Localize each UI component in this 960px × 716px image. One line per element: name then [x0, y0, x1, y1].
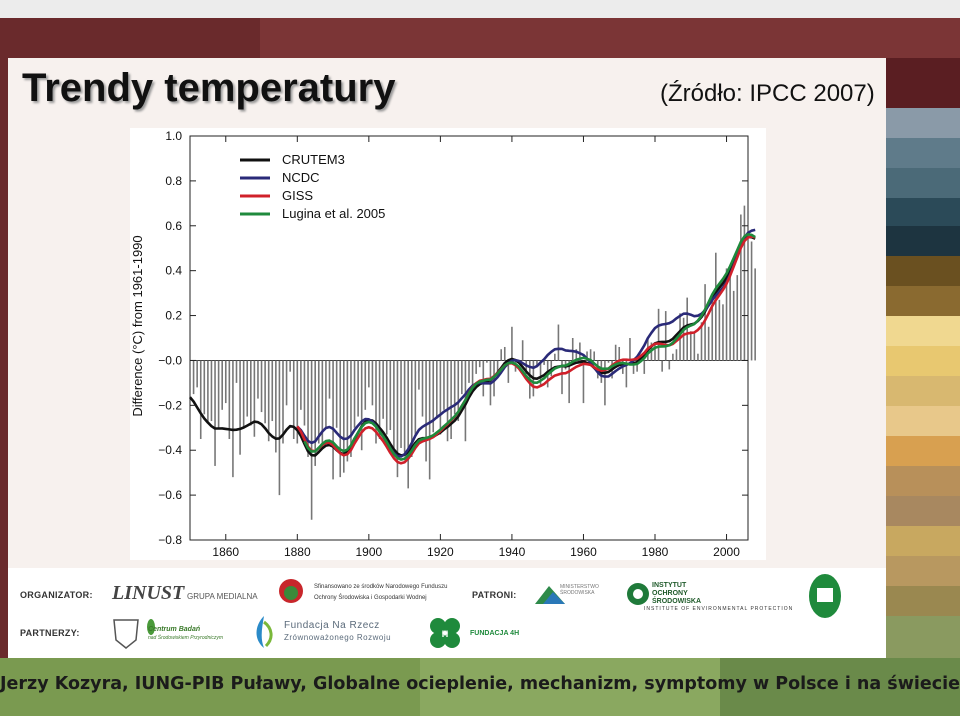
ios-text: INSTYTUT OCHRONY ŚRODOWISKA	[652, 582, 701, 605]
svg-text:H: H	[442, 629, 449, 639]
legend-label: NCDC	[282, 170, 320, 185]
patrons-label: PATRONI:	[472, 590, 517, 600]
y-tick-label: 0.8	[165, 174, 182, 188]
y-tick-label: 0.6	[165, 219, 182, 233]
x-tick-label: 1880	[284, 545, 311, 559]
x-tick-label: 1920	[427, 545, 454, 559]
slide-title: Trendy temperatury	[22, 66, 396, 110]
giss-line	[296, 235, 756, 465]
emblem-logo-icon	[809, 574, 841, 618]
y-tick-label: −0.2	[158, 398, 182, 412]
y-tick-label: 0.2	[165, 309, 182, 323]
y-tick-label: −0.0	[158, 353, 182, 367]
fundacja-logo-icon	[256, 616, 273, 648]
plot-frame	[189, 135, 749, 541]
ministry-text: MINISTERSTWO ŚRODOWISKA	[560, 584, 599, 596]
x-tick-label: 1900	[355, 545, 382, 559]
y-axis-label: Difference (°C) from 1961-1990	[130, 235, 145, 416]
fundacja-4h-text: FUNDACJA 4H	[470, 630, 520, 637]
ios-subtitle: INSTITUTE OF ENVIRONMENTAL PROTECTION	[644, 606, 794, 612]
y-tick-label: 1.0	[165, 129, 182, 143]
fundacja-text: Fundacja Na Rzecz Zrównoważonego Rozwoju	[284, 620, 392, 642]
x-tick-label: 1960	[570, 545, 597, 559]
y-tick-label: −0.4	[158, 443, 182, 457]
legend-label: GISS	[282, 188, 313, 203]
centrum-leaf-icon	[147, 619, 155, 635]
x-tick-label: 1980	[642, 545, 669, 559]
clover-4h-icon: H	[430, 618, 460, 648]
y-tick-label: −0.8	[158, 533, 182, 547]
chart-svg: 1.0 0.8 0.6 0.4 0.2 −0.0 −0.2 −0.4 −0.6 −0.8 1860 1…	[130, 129, 756, 559]
y-tick-label: −0.6	[158, 488, 182, 502]
nfos-text: Sfinansowano ze środków Narodowego Fundu…	[314, 584, 448, 601]
university-crest-icon	[113, 619, 139, 649]
organizer-label: ORGANIZATOR:	[20, 590, 93, 600]
crutem3-line	[188, 235, 756, 457]
partners-label: PARTNERZY:	[20, 628, 80, 638]
ministry-logo-icon	[535, 586, 565, 604]
sponsors-area: ORGANIZATOR: PARTNERZY: PATRONI: LINUST …	[8, 568, 886, 658]
ios-logo-icon	[627, 583, 649, 605]
source-citation: (Źródło: IPCC 2007)	[660, 80, 875, 107]
centrum-text: Centrum Badań nad Środowiskiem Przyrodni…	[148, 626, 224, 641]
legend-label: Lugina et al. 2005	[282, 206, 385, 221]
linust-logo: LINUST GRUPA MEDIALNA	[112, 582, 258, 604]
temperature-chart: 1.0 0.8 0.6 0.4 0.2 −0.0 −0.2 −0.4 −0.6 −0.8 1860 1…	[130, 128, 766, 560]
y-tick-label: 0.4	[165, 264, 182, 278]
x-tick-label: 2000	[713, 545, 740, 559]
x-tick-label: 1940	[499, 545, 526, 559]
lugina-line	[303, 233, 756, 461]
x-tick-label: 1860	[212, 545, 239, 559]
nfos-logo-icon	[279, 579, 303, 603]
footer-author: Jerzy Kozyra, IUNG-PIB Puławy, Globalne …	[0, 674, 960, 694]
legend-label: CRUTEM3	[282, 152, 345, 167]
